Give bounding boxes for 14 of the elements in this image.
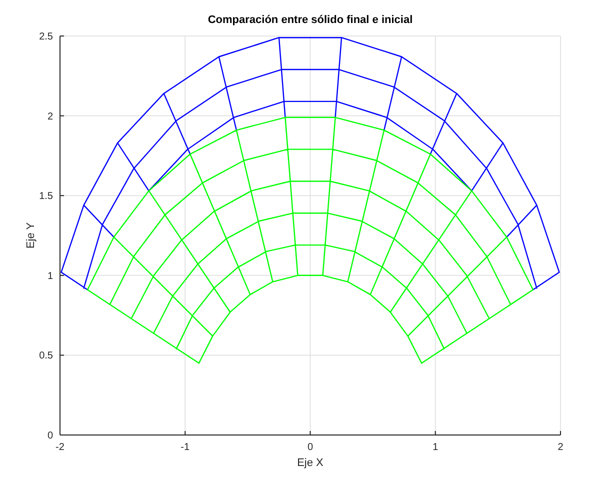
y-tick-label: 2.5 — [39, 32, 54, 42]
x-tick-label: 0 — [307, 442, 314, 453]
y-tick-label: 1 — [47, 270, 54, 282]
x-axis-title: Eje X — [297, 457, 324, 469]
y-tick-label: 0.5 — [39, 350, 54, 362]
x-tick-label: 1 — [432, 442, 439, 453]
y-tick-label: 2 — [47, 111, 54, 122]
chart-title: Comparación entre sólido final e inicial — [208, 14, 413, 26]
x-tick-label: -2 — [56, 442, 65, 453]
y-tick-label: 1.5 — [39, 191, 54, 202]
y-tick-label: 0 — [47, 430, 54, 442]
x-tick-label: -1 — [180, 442, 190, 453]
x-tick-label: 2 — [558, 442, 564, 453]
y-axis-title: Eje Y — [25, 222, 37, 249]
